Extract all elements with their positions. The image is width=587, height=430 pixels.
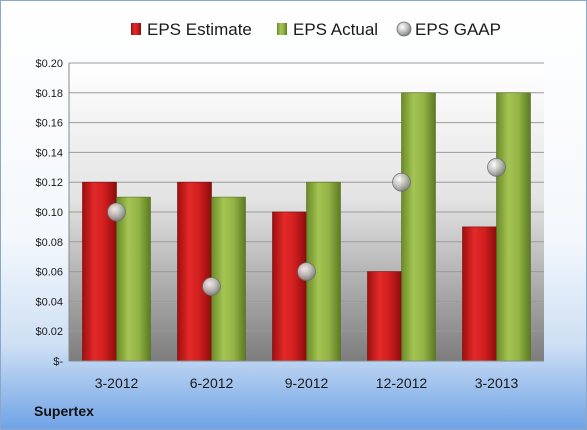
y-tick-label: $- [53,356,63,368]
eps-estimate-bar-3-2013 [462,226,497,362]
bars [82,92,531,362]
eps-gaap-legend-label: EPS GAAP [415,20,501,39]
eps-actual-bar-3-2013 [496,92,531,362]
eps-estimate-bar-6-2012 [177,181,212,362]
y-axis: $- $0.02 $0.04 $0.06 $0.08 $0.10 $0.12 $0.14 $0.… [35,58,70,368]
x-axis: 3-2012 6-2012 9-2012 12-2012 3-2013 [69,360,544,391]
eps-gaap-point-9-2012 [297,262,316,282]
eps-actual-legend-swatch [277,23,287,35]
eps-gaap-point-3-2012 [107,202,126,222]
gaap-points [107,157,506,296]
eps-gaap-legend-swatch [396,21,412,37]
eps-estimate-bar-3-2012 [82,181,117,362]
company-name: Supertex [34,403,94,419]
eps-actual-bar-3-2012 [116,196,151,362]
legend: EPS Estimate EPS Actual EPS GAAP [131,20,501,39]
eps-estimate-legend-label: EPS Estimate [147,20,252,39]
eps-gaap-point-6-2012 [202,277,221,296]
eps-gaap-point-12-2012 [392,172,411,192]
y-tick-label: $0.16 [35,118,63,130]
y-tick-label: $0.06 [35,267,63,279]
eps-actual-legend-label: EPS Actual [293,20,378,39]
x-tick-label: 12-2012 [376,375,428,391]
x-tick-label: 6-2012 [190,375,234,391]
eps-estimate-legend-swatch [131,23,141,35]
eps-estimate-bar-12-2012 [367,271,402,362]
x-tick-label: 3-2012 [95,375,139,391]
y-tick-label: $0.08 [35,237,63,249]
y-tick-label: $0.14 [35,147,63,159]
y-tick-label: $0.18 [35,88,63,100]
y-tick-label: $0.04 [35,296,63,308]
y-tick-label: $0.20 [35,58,63,70]
x-tick-label: 3-2013 [475,375,519,391]
eps-estimate-bar-9-2012 [272,211,307,362]
y-tick-label: $0.12 [35,177,63,189]
x-tick-label: 9-2012 [285,375,329,391]
y-tick-label: $0.10 [35,207,63,219]
y-tick-label: $0.02 [35,326,63,338]
eps-actual-bar-12-2012 [401,92,436,362]
eps-gaap-point-3-2013 [487,157,506,177]
